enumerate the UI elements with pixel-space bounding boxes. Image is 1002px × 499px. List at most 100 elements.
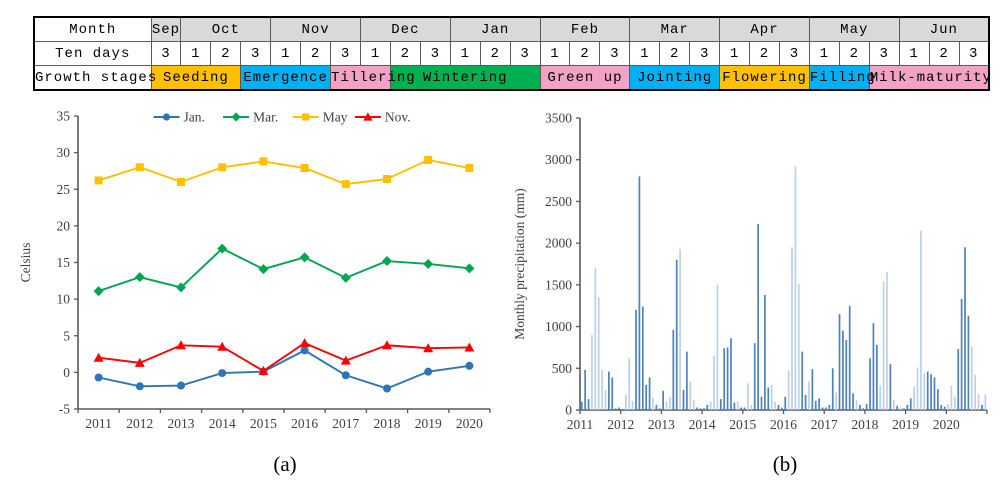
ten-day-cell: 2 [838,41,870,66]
svg-text:2013: 2013 [648,417,675,432]
ten-day-cell: 1 [270,41,302,66]
precip-bar [818,398,821,410]
ten-day-cell: 3 [240,41,272,66]
precip-bar [723,348,726,410]
svg-text:2012: 2012 [607,417,634,432]
precip-bar [740,407,743,410]
axes: -5 0 5 10 15 20 25 30 35 2011 2012 2013 2014 2015 2016… [18,109,491,431]
svg-text:1500: 1500 [545,277,572,292]
growth-stage-cell: Jointing [629,65,721,91]
precip-bar [899,407,902,410]
precip-bar [930,374,932,410]
precip-bar [791,247,793,410]
ten-days-row: Ten days 3 1 2 3 1 2 3 1 2 3 1 2 3 1 2 3 1 2 3 1 2 3 1 2 3 1 2 3 [33,41,990,66]
svg-text:2018: 2018 [374,416,401,431]
svg-text:May: May [323,110,348,125]
precip-bar [747,383,749,410]
precip-bar [892,399,895,410]
caption-a: (a) [273,452,297,476]
precip-bar [631,400,634,410]
precip-bar [896,405,899,410]
svg-text:0: 0 [565,403,572,418]
precip-bar [923,373,926,410]
svg-text:2011: 2011 [567,417,594,432]
precip-bar [624,394,627,410]
svg-text:30: 30 [57,145,71,160]
legend: Jan. Mar. May Nov. [153,110,411,125]
precip-bar [736,401,739,410]
precip-bar [767,387,770,410]
growth-stage-cell: Emergence [240,65,332,91]
precip-bar [801,351,804,410]
precip-bar [686,351,688,410]
precip-bar [669,396,671,410]
svg-text:2020: 2020 [456,416,483,431]
ten-day-cell: 1 [898,41,930,66]
ten-day-cell: 3 [509,41,541,66]
precip-bar [618,407,620,410]
ten-day-cell: 1 [808,41,840,66]
temperature-chart-area: -5 0 5 10 15 20 25 30 35 2011 2012 2013 2014 2015 2016… [0,95,502,440]
svg-text:20: 20 [57,218,71,233]
precip-bar [587,399,590,410]
precip-bar [777,404,780,410]
ten-day-cell: 3 [330,41,361,66]
svg-text:2011: 2011 [85,416,112,431]
ten-day-cell: 1 [719,41,751,66]
svg-text:2014: 2014 [689,417,716,432]
svg-text:2016: 2016 [291,416,318,431]
ten-day-cell: 2 [749,41,780,66]
growth-stage-cell: Wintering [389,65,541,91]
precip-bar [662,390,664,410]
ten-day-cell: 2 [569,41,601,66]
month-cell: Mar [629,16,721,42]
month-cell: Nov [270,16,361,42]
precip-bar [838,314,841,410]
precip-bar [828,404,831,410]
precip-bar [903,408,905,410]
svg-text:Jan.: Jan. [184,110,205,125]
ten-day-cell: 2 [659,41,691,66]
svg-text:35: 35 [57,109,71,124]
precip-bar [872,323,875,410]
growth-stages-row-header: Growth stages [33,65,156,91]
svg-text:2018: 2018 [851,417,878,432]
ten-day-cell: 2 [928,41,960,66]
precip-bar [848,305,851,410]
precip-bar [635,309,637,410]
precip-bar [882,281,885,410]
precip-bar [733,402,736,410]
precip-bar [811,369,814,410]
svg-text:Nov.: Nov. [385,110,411,125]
precip-bar [845,339,848,410]
precip-bar [764,294,766,410]
precip-bar [960,299,963,410]
precip-bar [774,401,776,410]
precip-bar [886,272,888,410]
month-row-header: Month [33,16,152,42]
month-cell: Apr [719,16,810,42]
precip-bar [652,397,654,410]
precip-bar [926,371,929,410]
precip-bar [981,404,983,410]
precip-bar [679,248,681,410]
precip-bar [865,404,868,410]
precip-bar [604,389,607,410]
svg-text:Mar.: Mar. [253,110,278,125]
svg-text:Monthly precipitation (mm): Monthly precipitation (mm) [512,188,527,339]
precip-bar [719,399,722,410]
precip-bar [716,284,719,410]
growth-stage-cell: Seeding [150,65,242,91]
precip-bar [984,394,987,410]
precip-bar [608,371,610,410]
svg-text:3500: 3500 [545,111,572,126]
precipitation-bars [580,166,987,410]
precip-bar [920,230,922,410]
precip-bar [665,401,668,410]
svg-text:500: 500 [552,361,573,376]
svg-text:15: 15 [57,255,71,270]
month-cell: Jan [449,16,541,42]
ten-day-cell: 3 [599,41,631,66]
precip-bar [699,408,702,410]
svg-text:2013: 2013 [168,416,195,431]
